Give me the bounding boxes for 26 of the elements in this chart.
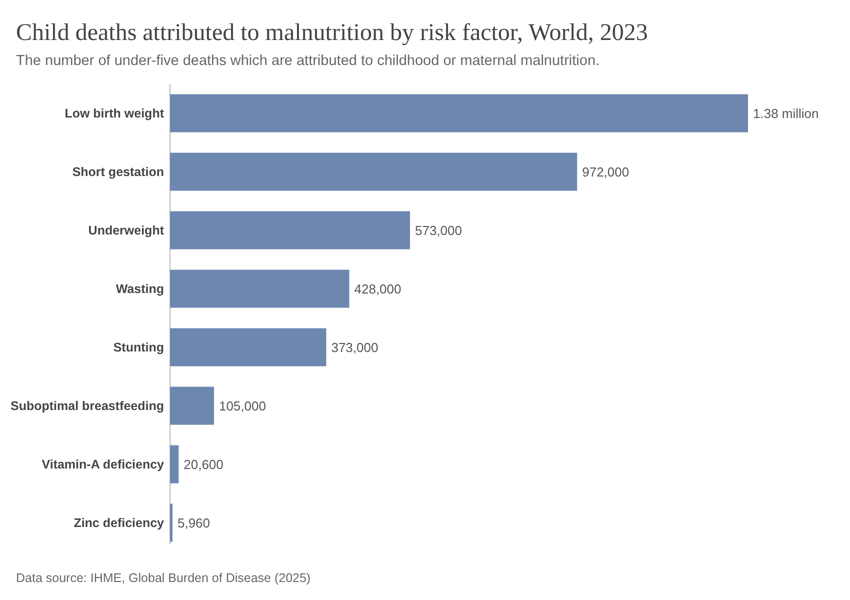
y-tick-label: Suboptimal breastfeeding — [10, 399, 164, 414]
data-label: 1.38 million — [753, 106, 819, 121]
data-label: 105,000 — [218, 398, 266, 414]
y-tick-label: Low birth weight — [64, 106, 165, 121]
y-tick-label: Short gestation — [72, 165, 164, 180]
y-tick-label: Wasting — [116, 282, 164, 296]
bar — [170, 386, 214, 425]
data-label: 5,960 — [177, 515, 210, 530]
data-label: 20,600 — [184, 456, 224, 472]
chart-title: Child deaths attributed to malnutrition by risk factor, World, 2023 — [16, 20, 648, 46]
data-label: 573,000 — [414, 222, 462, 238]
bar — [170, 328, 326, 366]
y-tick-label: Vitamin-A deficiency — [42, 458, 164, 472]
y-tick-label: Underweight — [88, 224, 165, 238]
bar — [170, 94, 748, 132]
chart-subtitle: The number of under-five deaths which are attributed to childhood or maternal malnutrition. — [16, 53, 600, 69]
y-tick-label: Stunting — [113, 340, 164, 355]
bar — [170, 445, 179, 484]
bar — [170, 211, 410, 250]
bar — [170, 270, 350, 308]
y-tick-label: Zinc deficiency — [74, 516, 164, 530]
source-note: Data source: IHME, Global Burden of Disease (2025) — [16, 571, 311, 585]
data-label: 428,000 — [354, 281, 402, 296]
data-label: 373,000 — [331, 340, 378, 355]
bar — [170, 152, 578, 191]
data-label: 972,000 — [582, 164, 630, 180]
